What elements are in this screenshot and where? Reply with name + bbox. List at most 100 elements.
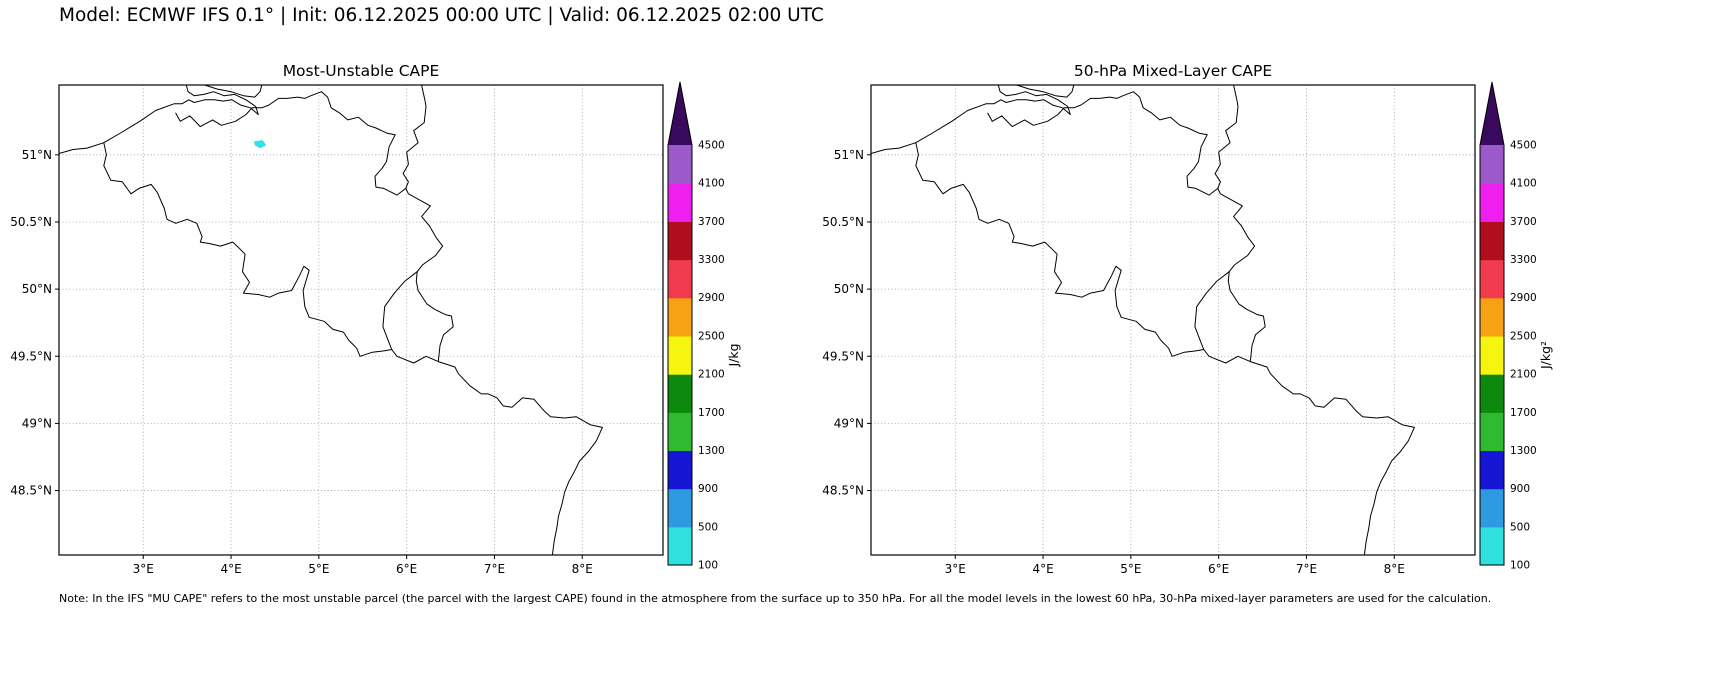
colorbar-2: 100 500 900 1300 1700 2100 2500 2900 3300 3700 410… <box>1479 81 1553 572</box>
lat-tick-label: 49.5°N <box>822 349 864 363</box>
colorbar-segment <box>1480 183 1504 222</box>
colorbar-segment <box>668 450 692 490</box>
border-line <box>1217 187 1256 273</box>
colorbar-tick-label: 500 <box>1510 521 1530 533</box>
lon-tick-label: 8°E <box>572 562 593 576</box>
map-frame <box>58 84 664 556</box>
colorbar-segment <box>1480 374 1504 413</box>
border-line <box>1249 361 1415 555</box>
colorbar-tick-label: 3700 <box>1510 216 1537 228</box>
colorbar-tick-label: 2100 <box>1510 369 1537 381</box>
border-line <box>437 361 603 555</box>
colorbar-segment <box>1480 335 1504 375</box>
colorbar-segment <box>668 526 692 566</box>
border-line <box>1016 85 1075 98</box>
map-background <box>59 85 663 555</box>
colorbar-segment <box>668 145 692 184</box>
country-borders <box>59 85 603 555</box>
colorbar-segment <box>1480 259 1504 299</box>
colorbar-tick-label: 4100 <box>698 178 725 190</box>
colorbar-segment <box>1480 145 1504 184</box>
lon-tick-label: 6°E <box>396 562 417 576</box>
colorbar-outline <box>1479 81 1505 566</box>
colorbar-segment <box>668 374 692 413</box>
colorbar-segment <box>1480 450 1504 490</box>
colorbar-segment <box>668 221 692 261</box>
colorbar-extend-arrow <box>668 82 692 145</box>
map-panel-1: 3°E 4°E 5°E 6°E 7°E 8°E 51°N 50.5°N 50°N 49.5°N 49… <box>10 81 741 576</box>
lon-tick-label: 4°E <box>1032 562 1053 576</box>
lon-tick-label: 5°E <box>308 562 329 576</box>
border-line <box>415 271 454 363</box>
colorbar-extend-arrow <box>1480 82 1504 145</box>
colorbar-tick-label: 3300 <box>698 254 725 266</box>
colorbar-tick-label: 2100 <box>698 369 725 381</box>
border-line <box>1194 271 1251 364</box>
lon-tick-label: 7°E <box>484 562 505 576</box>
colorbar-segment <box>1480 297 1504 337</box>
map-panel-2: 3°E 4°E 5°E 6°E 7°E 8°E 51°N 50.5°N 50°N 49.5°N 49… <box>822 81 1553 576</box>
colorbar-tick-label: 1300 <box>698 445 725 457</box>
colorbar-tick-label: 900 <box>698 483 718 495</box>
lon-tick-label: 8°E <box>1384 562 1405 576</box>
colorbar-tick-label: 1700 <box>1510 407 1537 419</box>
colorbar-segment <box>668 488 692 528</box>
colorbar-tick-label: 1300 <box>1510 445 1537 457</box>
border-line <box>987 91 1219 196</box>
colorbar-segment <box>668 297 692 337</box>
colorbar-outline <box>667 81 693 566</box>
colorbar-segment <box>668 335 692 375</box>
lon-tick-label: 5°E <box>1120 562 1141 576</box>
figure-title: Model: ECMWF IFS 0.1° | Init: 06.12.2025… <box>59 5 824 26</box>
lat-tick-label: 50.5°N <box>10 215 52 229</box>
lat-tick-label: 50°N <box>22 282 52 296</box>
lon-tick-label: 6°E <box>1208 562 1229 576</box>
border-line <box>1214 85 1239 189</box>
border-line <box>405 187 444 273</box>
colorbar-unit-label: J/kg² <box>1538 341 1553 370</box>
colorbar-tick-label: 2500 <box>1510 330 1537 342</box>
lat-tick-label: 50.5°N <box>822 215 864 229</box>
lon-tick-label: 3°E <box>945 562 966 576</box>
border-line <box>1227 271 1266 363</box>
colorbar-segment <box>668 259 692 299</box>
lat-tick-label: 49°N <box>22 416 52 430</box>
lat-tick-label: 51°N <box>22 148 52 162</box>
colorbar-tick-label: 4500 <box>698 140 725 152</box>
colorbar-tick-label: 100 <box>698 560 718 572</box>
map-background <box>871 85 1475 555</box>
colorbar-1: 100 500 900 1300 1700 2100 2500 2900 3300 3700 410… <box>667 81 741 572</box>
colorbar-segment <box>1480 526 1504 566</box>
lat-tick-label: 49.5°N <box>10 349 52 363</box>
lat-tick-label: 50°N <box>834 282 864 296</box>
lat-tick-label: 49°N <box>834 416 864 430</box>
colorbar-tick-label: 3300 <box>1510 254 1537 266</box>
colorbar-segment <box>668 183 692 222</box>
border-line <box>915 142 1205 357</box>
border-line <box>103 142 393 357</box>
colorbar-tick-label: 3700 <box>698 216 725 228</box>
map-frame <box>870 84 1476 556</box>
border-line <box>382 271 439 364</box>
lat-tick-label: 48.5°N <box>822 484 864 498</box>
colorbar-tick-label: 4500 <box>1510 140 1537 152</box>
colorbar-tick-label: 500 <box>698 521 718 533</box>
colorbar-segment <box>668 412 692 452</box>
panel-title-ml-cape: 50-hPa Mixed-Layer CAPE <box>1073 62 1273 80</box>
colorbar-tick-label: 900 <box>1510 483 1530 495</box>
colorbar-tick-label: 2900 <box>1510 292 1537 304</box>
border-line <box>871 85 1071 154</box>
country-borders <box>871 85 1415 555</box>
lat-tick-label: 51°N <box>834 148 864 162</box>
lon-tick-label: 4°E <box>220 562 241 576</box>
lon-tick-label: 3°E <box>133 562 154 576</box>
border-line <box>402 85 427 189</box>
colorbar-tick-label: 4100 <box>1510 178 1537 190</box>
colorbar-tick-label: 1700 <box>698 407 725 419</box>
panel-title-mu-cape: Most-Unstable CAPE <box>282 62 440 80</box>
lat-tick-label: 48.5°N <box>10 484 52 498</box>
border-line <box>204 85 263 98</box>
colorbar-segment <box>1480 412 1504 452</box>
